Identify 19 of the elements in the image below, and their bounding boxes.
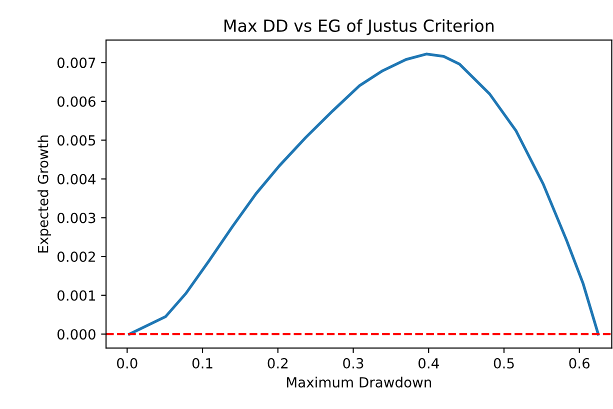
x-tick-label: 0.4 [418, 358, 439, 369]
y-tick-label: 0.006 [57, 96, 96, 107]
line-series [128, 52, 600, 336]
x-tick-label: 0.6 [569, 358, 590, 369]
x-tick-label: 0.2 [268, 358, 288, 369]
y-tick-label: 0.002 [57, 251, 95, 262]
x-tick-label: 0.5 [494, 358, 514, 369]
chart-title: Max DD vs EG of Justus Criterion [224, 19, 494, 36]
y-tick-label: 0.001 [57, 290, 96, 301]
x-axis-title: Maximum Drawdown [286, 376, 432, 388]
y-axis-title: Expected Growth [38, 136, 52, 252]
x-tick-label: 0.0 [117, 358, 138, 369]
x-tick-label: 0.1 [192, 358, 212, 369]
y-tick-label: 0.005 [57, 135, 96, 146]
y-tick-label: 0.000 [57, 329, 96, 340]
y-tick-label: 0.003 [57, 212, 96, 224]
y-tick-label: 0.004 [57, 174, 96, 184]
x-tick-label: 0.3 [343, 358, 364, 369]
y-tick-label: 0.007 [57, 58, 96, 68]
